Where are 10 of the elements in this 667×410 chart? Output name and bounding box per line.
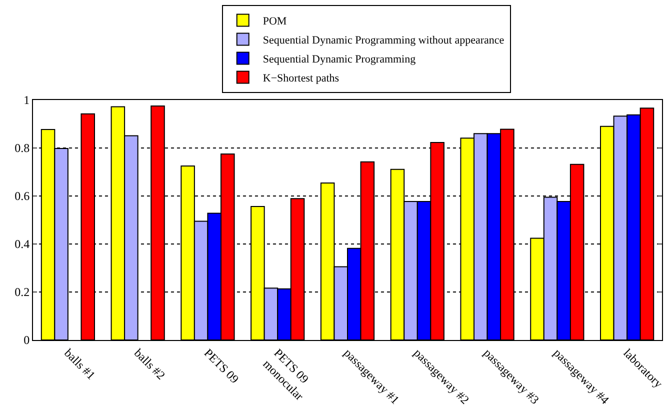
y-tick-label: 0.6 bbox=[14, 189, 30, 204]
legend-label: Sequential Dynamic Programming without appearance bbox=[262, 34, 504, 47]
y-tick-label: 0.8 bbox=[14, 141, 30, 156]
y-tick-label: 0.2 bbox=[14, 285, 30, 300]
y-tick-label: 0.4 bbox=[14, 237, 30, 252]
y-tick-label: 0 bbox=[24, 333, 30, 348]
legend-label: Sequential Dynamic Programming bbox=[262, 54, 416, 66]
legend-label: K−Shortest paths bbox=[262, 72, 340, 85]
legend-label: POM bbox=[262, 16, 287, 28]
y-tick-label: 1 bbox=[24, 93, 30, 108]
